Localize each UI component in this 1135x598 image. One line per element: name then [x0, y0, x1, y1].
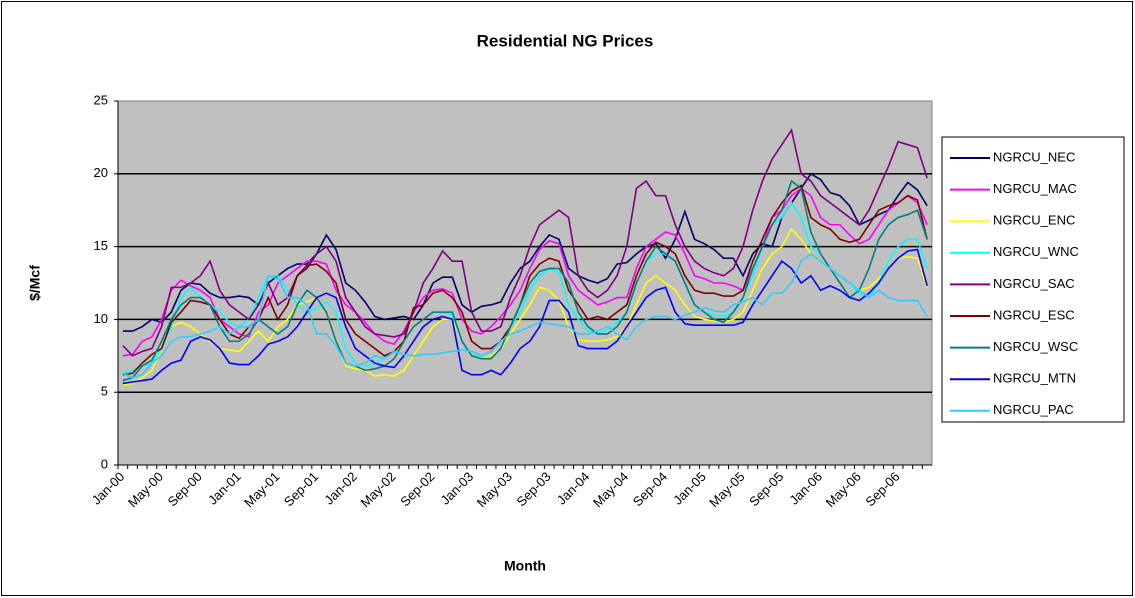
y-tick-label: 15	[94, 238, 108, 253]
legend-label: NGRCU_ENC	[993, 213, 1075, 228]
series-line	[122, 128, 928, 357]
y-axis-label: $/Mcf	[27, 265, 43, 301]
legend-label: NGRCU_NEC	[993, 149, 1075, 164]
y-tick-label: 0	[101, 456, 108, 471]
y-tick-label: 10	[94, 311, 108, 326]
series-line	[122, 187, 928, 357]
x-axis-label: Month	[504, 558, 546, 574]
legend-label: NGRCU_WNC	[993, 244, 1079, 259]
legend-label: NGRCU_SAC	[993, 276, 1075, 291]
series-line	[122, 201, 928, 375]
legend	[941, 136, 1125, 423]
chart-title: Residential NG Prices	[477, 31, 654, 50]
series-line	[122, 227, 928, 386]
series-line	[122, 248, 928, 385]
series-line	[122, 252, 928, 379]
legend-label: NGRCU_MAC	[993, 181, 1077, 196]
y-tick-label: 5	[101, 384, 108, 399]
legend-label: NGRCU_PAC	[993, 402, 1074, 417]
series-line	[122, 172, 928, 332]
y-tick-label: 25	[94, 92, 108, 107]
plot-area	[117, 100, 933, 466]
y-tick-label: 20	[94, 165, 108, 180]
legend-label: NGRCU_MTN	[993, 371, 1076, 386]
legend-label: NGRCU_WSC	[993, 339, 1078, 354]
series-line	[122, 179, 928, 382]
legend-label: NGRCU_ESC	[993, 307, 1075, 322]
